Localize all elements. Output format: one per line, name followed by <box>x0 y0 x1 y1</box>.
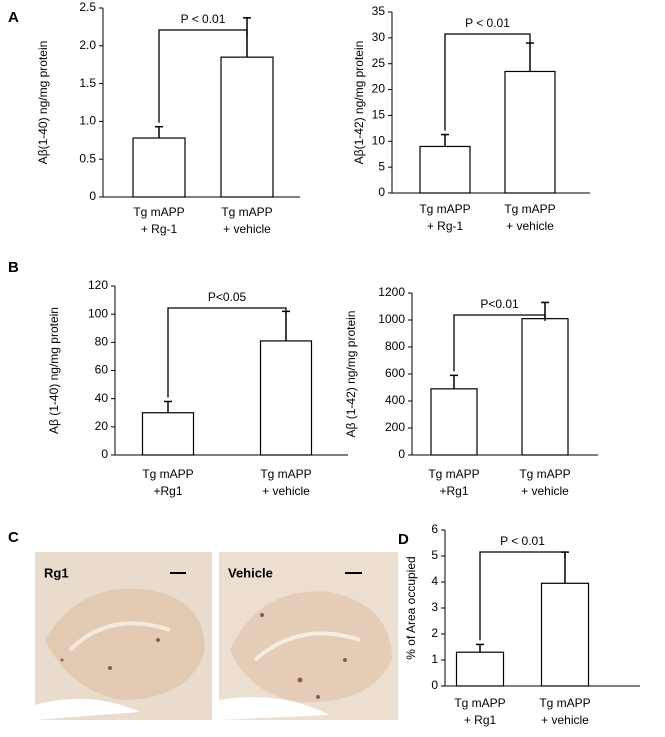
y-tick-label: 4 <box>431 574 438 588</box>
annotation: P<0.05 <box>208 290 247 304</box>
x-tick-label: Tg mAPP + vehicle <box>221 205 272 236</box>
y-tick-label: 0 <box>378 185 385 199</box>
bar <box>430 388 478 456</box>
y-tick-label: 80 <box>95 335 109 349</box>
x-tick-label: Tg mAPP + Rg-1 <box>419 202 470 233</box>
micrograph: Vehicle <box>219 552 398 720</box>
y-tick-label: 800 <box>385 339 405 353</box>
error-bar <box>155 125 163 139</box>
y-axis-label: Aβ (1-42) ng/mg protein <box>344 311 358 438</box>
error-bar <box>282 310 290 341</box>
x-tick-label: Tg mAPP + vehicle <box>519 467 570 498</box>
y-tick-label: 100 <box>88 306 108 320</box>
y-tick-label: 1200 <box>378 285 405 299</box>
x-tick-label: Tg mAPP + vehicle <box>539 696 590 727</box>
bar <box>540 582 590 687</box>
y-tick-label: 600 <box>385 366 405 380</box>
y-tick-label: 1 <box>431 652 438 666</box>
y-tick-label: 2.0 <box>79 38 96 52</box>
y-axis-label: % of Area occupied <box>404 556 418 659</box>
x-tick-label: Tg mAPP +Rg1 <box>142 467 193 498</box>
y-axis-label: Aβ(1-42) ng/mg protein <box>352 41 366 165</box>
y-tick-label: 20 <box>95 419 109 433</box>
bar <box>455 651 505 687</box>
x-tick-label: Tg mAPP +Rg1 <box>428 467 479 498</box>
bar <box>521 318 569 456</box>
error-bar <box>450 374 458 389</box>
significance-bracket <box>167 307 287 398</box>
y-tick-label: 10 <box>372 133 386 147</box>
y-tick-label: 30 <box>372 30 386 44</box>
image-label: Vehicle <box>228 565 273 580</box>
panel-label: A <box>8 9 19 26</box>
micrograph: Rg1 <box>35 552 212 720</box>
y-tick-label: 3 <box>431 600 438 614</box>
y-tick-label: 0 <box>89 189 96 203</box>
y-tick-label: 35 <box>372 4 386 18</box>
y-tick-label: 400 <box>385 393 405 407</box>
y-tick-label: 40 <box>95 391 109 405</box>
significance-bracket <box>479 551 566 641</box>
y-tick-label: 5 <box>378 159 385 173</box>
y-tick-label: 2 <box>431 626 438 640</box>
image-label: Rg1 <box>44 565 69 580</box>
panel-label: B <box>8 259 19 276</box>
y-tick-label: 200 <box>385 420 405 434</box>
y-tick-label: 25 <box>372 56 386 70</box>
significance-bracket <box>158 29 248 123</box>
bar <box>259 340 313 456</box>
y-tick-label: 0 <box>101 447 108 461</box>
y-tick-label: 60 <box>95 363 109 377</box>
bar <box>419 145 471 194</box>
panel-label: D <box>398 531 409 548</box>
significance-bracket <box>453 314 546 372</box>
y-tick-label: 1000 <box>378 312 405 326</box>
y-tick-label: 1.5 <box>79 76 96 90</box>
annotation: P < 0.01 <box>181 12 226 26</box>
y-axis-label: Aβ (1-40) ng/mg protein <box>47 307 61 434</box>
error-bar <box>441 133 449 147</box>
y-tick-label: 0 <box>431 678 438 692</box>
annotation: P<0.01 <box>480 297 519 311</box>
x-tick-label: Tg mAPP + Rg-1 <box>133 205 184 236</box>
error-bar <box>526 42 534 72</box>
y-tick-label: 0 <box>398 447 405 461</box>
bar <box>220 56 274 198</box>
y-tick-label: 20 <box>372 82 386 96</box>
bar <box>504 70 556 194</box>
x-tick-label: Tg mAPP + Rg1 <box>454 696 505 727</box>
x-tick-label: Tg mAPP + vehicle <box>260 467 311 498</box>
x-tick-label: Tg mAPP + vehicle <box>504 202 555 233</box>
panel-label: C <box>8 529 19 546</box>
bar <box>132 137 186 198</box>
annotation: P < 0.01 <box>500 534 545 548</box>
annotation: P < 0.01 <box>465 16 510 30</box>
error-bar <box>164 400 172 413</box>
y-tick-label: 1.0 <box>79 114 96 128</box>
bar <box>141 412 195 456</box>
significance-bracket <box>444 33 531 131</box>
y-tick-label: 120 <box>88 278 108 292</box>
y-tick-label: 15 <box>372 108 386 122</box>
y-tick-label: 6 <box>431 522 438 536</box>
y-tick-label: 5 <box>431 548 438 562</box>
error-bar <box>243 17 251 58</box>
y-tick-label: 2.5 <box>79 0 96 14</box>
y-axis-label: Aβ(1-40) ng/mg protein <box>36 41 50 165</box>
y-tick-label: 0.5 <box>79 151 96 165</box>
error-bar <box>476 643 484 653</box>
